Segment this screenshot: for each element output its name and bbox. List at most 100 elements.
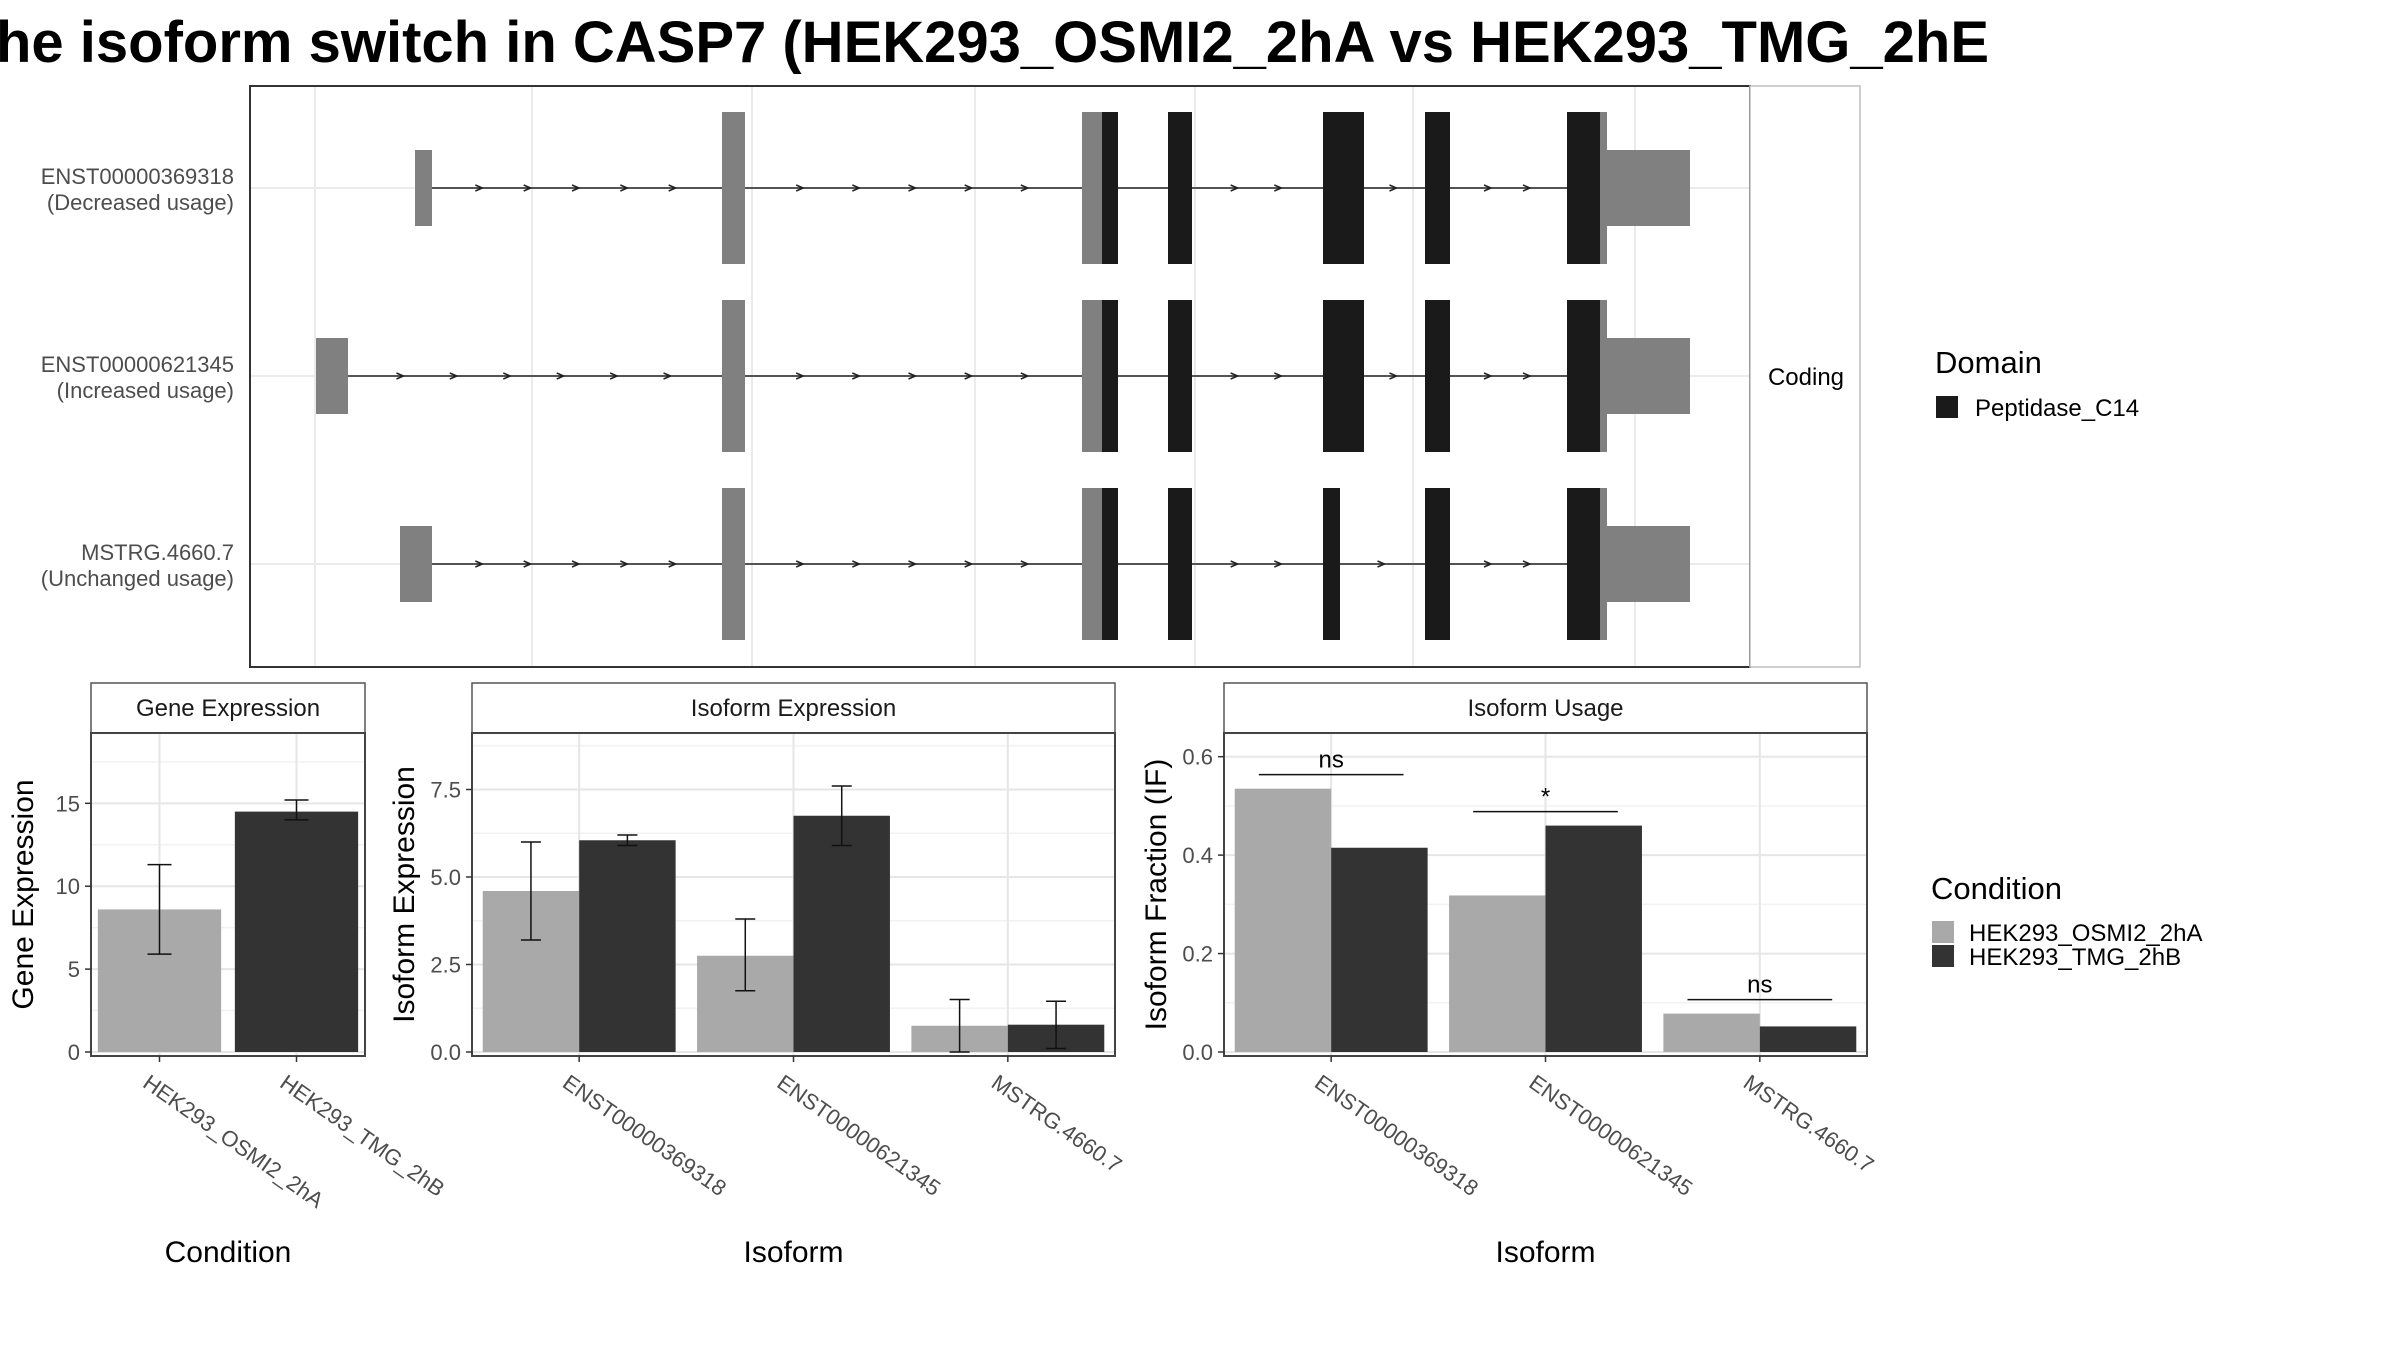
exon [1600, 112, 1607, 264]
panel-strip-label: Gene Expression [136, 695, 320, 722]
strand-arrow [620, 184, 630, 192]
strand-arrow [1522, 184, 1532, 192]
exon [1082, 300, 1102, 452]
transcript-row [400, 488, 1690, 640]
bar [579, 840, 676, 1052]
transcript-usage: (Decreased usage) [47, 190, 234, 215]
panel-strip-label: Isoform Expression [691, 695, 896, 722]
strand-arrow [502, 372, 513, 380]
y-tick-label: 5 [68, 957, 80, 982]
condition-legend-swatch-b [1932, 945, 1954, 967]
strand-arrow [1230, 184, 1240, 192]
figure-title: he isoform switch in CASP7 (HEK293_OSMI2… [0, 10, 1989, 75]
strand-arrow [908, 184, 918, 192]
y-tick-label: 0.4 [1182, 843, 1213, 868]
bar [793, 815, 890, 1052]
y-axis-title: Gene Expression [7, 779, 40, 1009]
strand-arrow [852, 372, 862, 380]
y-tick-label: 0 [68, 1040, 80, 1065]
condition-legend-label-a: HEK293_OSMI2_2hA [1969, 920, 2202, 947]
strand-arrow [1020, 372, 1030, 380]
y-tick-label: 0.0 [1182, 1040, 1213, 1065]
exon [1607, 338, 1690, 414]
y-tick-label: 10 [56, 874, 80, 899]
domain-exon [1323, 112, 1364, 264]
strand-arrow [1389, 184, 1399, 192]
strand-arrow [571, 560, 581, 568]
exon [415, 150, 432, 226]
strand-arrow [449, 372, 459, 380]
y-tick-label: 15 [56, 791, 80, 816]
transcript-id: ENST00000369318 [41, 164, 234, 189]
strand-arrow [1020, 560, 1030, 568]
domain-exon [1102, 300, 1118, 452]
exon [722, 112, 745, 264]
domain-exon [1323, 300, 1364, 452]
strand-arrow [908, 372, 918, 380]
bar [234, 811, 359, 1052]
transcript-id: MSTRG.4660.7 [81, 540, 234, 565]
strand-arrow [1389, 372, 1399, 380]
strand-arrow [795, 184, 806, 192]
strand-arrow [668, 560, 678, 568]
domain-legend-label: Peptidase_C14 [1975, 395, 2139, 422]
strand-arrow [1377, 560, 1387, 568]
exon [722, 300, 745, 452]
transcript-structures [316, 112, 1690, 640]
condition-legend-swatch-a [1932, 921, 1954, 943]
x-tick-label: ENST00000369318 [558, 1070, 731, 1201]
bar [1331, 847, 1428, 1052]
domain-exon [1567, 112, 1600, 264]
strand-arrow [1522, 372, 1532, 380]
transcript-usage: (Unchanged usage) [41, 566, 234, 591]
panel-strip-label: Isoform Usage [1467, 695, 1623, 722]
isoform-usage-panel: Isoform Usage 0.0 0.2 0.4 0.6 ns ENST000003693… [1140, 682, 1879, 1269]
x-axis-title: Isoform [743, 1236, 843, 1269]
coding-strip [1749, 85, 1861, 668]
transcript-label: ENST00000369318(Decreased usage) [41, 164, 234, 215]
x-axis-title: Condition [165, 1236, 292, 1269]
strand-arrow [475, 560, 485, 568]
y-tick-label: 7.5 [430, 778, 461, 803]
transcript-usage: (Increased usage) [57, 378, 234, 403]
y-tick-label: 2.5 [430, 953, 461, 978]
transcript-label: MSTRG.4660.7(Unchanged usage) [41, 540, 234, 591]
panel-strip [471, 682, 1116, 734]
domain-exon [1425, 300, 1450, 452]
domain-exon [1168, 488, 1192, 640]
condition-legend-label-b: HEK293_TMG_2hB [1969, 944, 2181, 971]
exon [1607, 150, 1690, 226]
strand-arrow [852, 184, 862, 192]
x-axis-title: Isoform [1495, 1236, 1595, 1269]
strand-arrow [964, 184, 974, 192]
bar [1449, 895, 1546, 1052]
y-tick-label: 0.6 [1182, 745, 1213, 770]
exon [400, 526, 432, 602]
strand-arrow [908, 560, 918, 568]
strand-arrow [523, 560, 533, 568]
domain-exon [1102, 488, 1118, 640]
strand-arrow [663, 372, 673, 380]
domain-exon [1567, 488, 1600, 640]
strand-arrow [795, 372, 806, 380]
transcript-label: ENST00000621345(Increased usage) [41, 352, 234, 403]
strand-arrow [1522, 560, 1532, 568]
domain-exon [1168, 112, 1192, 264]
strand-arrow [620, 560, 630, 568]
exon [1600, 488, 1607, 640]
exon [1082, 488, 1102, 640]
y-axis-title: Isoform Fraction (IF) [1140, 759, 1173, 1031]
isoform-expression-panel: Isoform Expression 0.0 2.5 5.0 7.5 ENST000003… [388, 682, 1127, 1269]
strand-arrow [852, 560, 862, 568]
x-tick-label: ENST00000621345 [773, 1070, 946, 1201]
strand-arrow [1483, 560, 1493, 568]
panel-strip [1223, 682, 1868, 734]
significance-label: * [1541, 784, 1550, 811]
strand-arrow [964, 372, 974, 380]
exon [722, 488, 745, 640]
domain-exon [1425, 488, 1450, 640]
bar [1234, 788, 1332, 1052]
bar [1545, 825, 1642, 1052]
y-tick-label: 0.0 [430, 1040, 461, 1065]
